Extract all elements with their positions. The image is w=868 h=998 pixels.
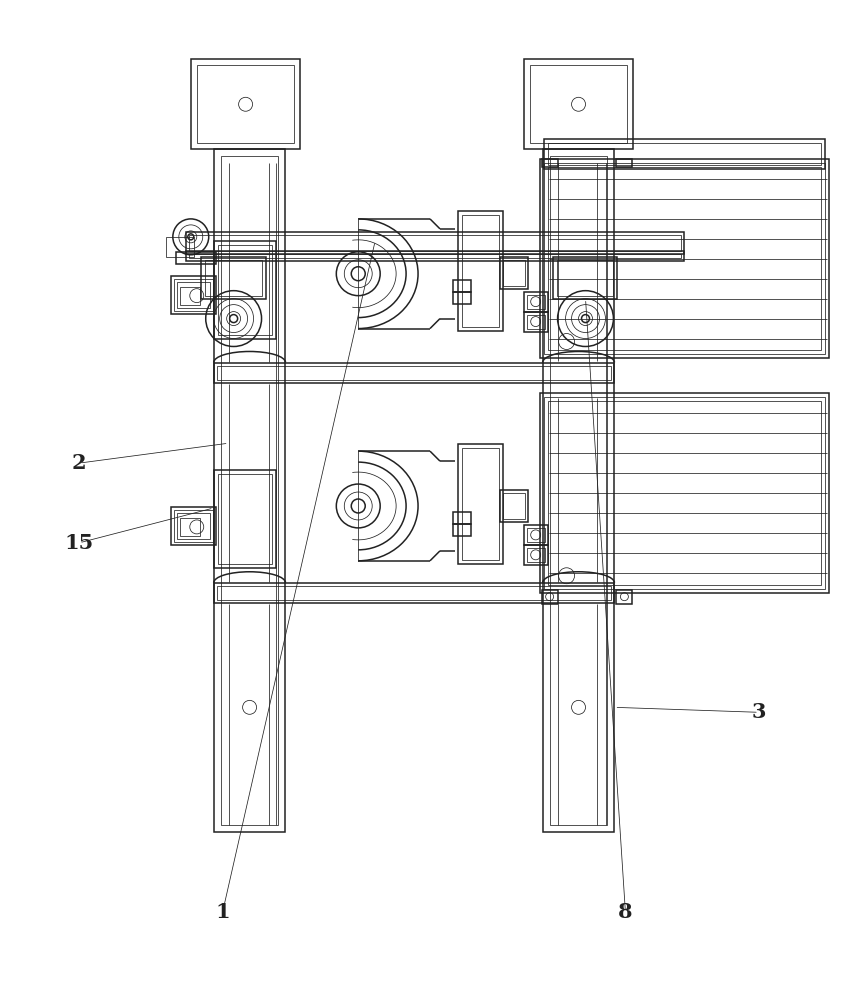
Bar bbox=[166, 237, 194, 256]
Bar bbox=[218, 474, 272, 564]
Bar bbox=[503, 259, 525, 285]
Bar bbox=[529, 66, 628, 143]
Bar bbox=[553, 256, 617, 298]
Bar bbox=[527, 528, 544, 542]
Bar bbox=[540, 393, 829, 593]
Bar bbox=[188, 253, 681, 257]
Bar bbox=[217, 586, 611, 600]
Bar bbox=[186, 250, 684, 260]
Bar bbox=[453, 291, 470, 303]
Bar bbox=[543, 163, 825, 354]
Bar bbox=[177, 281, 210, 307]
Bar bbox=[523, 525, 548, 545]
Bar bbox=[176, 251, 216, 263]
Bar bbox=[453, 279, 470, 291]
Bar bbox=[220, 156, 279, 825]
Bar bbox=[197, 66, 294, 143]
Bar bbox=[458, 444, 503, 564]
Bar bbox=[188, 235, 681, 250]
Bar bbox=[540, 159, 829, 358]
Text: 3: 3 bbox=[752, 703, 766, 723]
Bar bbox=[191, 60, 300, 149]
Bar bbox=[523, 60, 634, 149]
Bar bbox=[214, 149, 286, 832]
Bar bbox=[548, 167, 821, 350]
Bar bbox=[453, 512, 470, 524]
Bar bbox=[214, 241, 275, 338]
Bar bbox=[523, 291, 548, 311]
Bar bbox=[453, 524, 470, 536]
Bar bbox=[616, 159, 633, 167]
Bar bbox=[549, 156, 608, 825]
Bar bbox=[174, 278, 213, 310]
Bar bbox=[177, 513, 210, 539]
Bar bbox=[180, 518, 200, 536]
Bar bbox=[214, 363, 615, 383]
Bar bbox=[527, 548, 544, 562]
Bar bbox=[542, 590, 557, 604]
Bar bbox=[500, 256, 528, 288]
Bar bbox=[214, 583, 615, 603]
Bar bbox=[180, 286, 200, 304]
Bar bbox=[218, 245, 272, 334]
Bar bbox=[500, 490, 528, 522]
Text: 15: 15 bbox=[64, 533, 94, 553]
Bar bbox=[174, 510, 213, 542]
Bar bbox=[205, 259, 261, 295]
Bar bbox=[201, 256, 266, 298]
Bar bbox=[556, 259, 614, 295]
Bar bbox=[214, 470, 275, 568]
Bar bbox=[542, 149, 615, 832]
Bar bbox=[462, 448, 499, 560]
Bar bbox=[217, 366, 611, 380]
Bar bbox=[523, 545, 548, 565]
Bar bbox=[171, 275, 216, 313]
Bar bbox=[171, 507, 216, 545]
Bar bbox=[548, 401, 821, 585]
Text: 2: 2 bbox=[72, 453, 87, 473]
Bar bbox=[186, 232, 684, 253]
Bar bbox=[523, 311, 548, 331]
Text: 8: 8 bbox=[618, 901, 633, 922]
Bar bbox=[543, 139, 825, 169]
Bar bbox=[527, 294, 544, 308]
Bar bbox=[542, 159, 557, 167]
Text: 1: 1 bbox=[215, 901, 230, 922]
Bar bbox=[616, 590, 633, 604]
Bar bbox=[503, 493, 525, 519]
Bar bbox=[462, 215, 499, 326]
Bar bbox=[527, 314, 544, 328]
Bar bbox=[543, 397, 825, 589]
Bar bbox=[548, 143, 821, 165]
Bar bbox=[458, 211, 503, 330]
